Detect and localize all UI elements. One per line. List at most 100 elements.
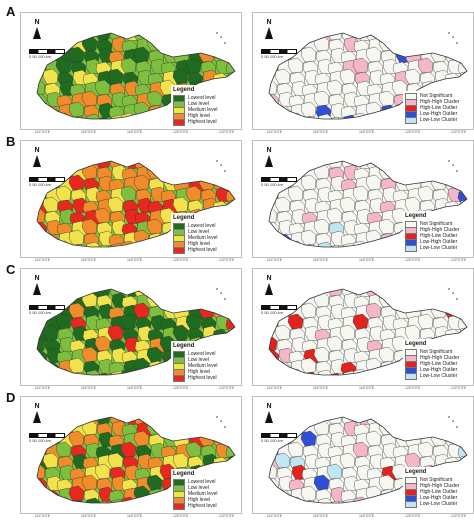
- county-region: [352, 240, 369, 247]
- legend-entry: Highest level: [173, 246, 217, 254]
- county-region: [378, 346, 395, 363]
- county-region: [404, 68, 421, 85]
- county-region: [228, 303, 235, 320]
- panel-letter: B: [6, 134, 16, 149]
- county-region: [146, 346, 163, 363]
- county-region: [406, 417, 423, 428]
- county-region: [382, 369, 399, 375]
- county-region: [302, 115, 319, 119]
- county-region: [391, 289, 408, 297]
- county-region: [161, 38, 178, 55]
- county-region: [85, 497, 102, 503]
- tick-label: 114°0'0"E: [35, 258, 51, 262]
- county-region: [172, 68, 189, 85]
- province-border: [268, 288, 468, 376]
- county-region: [433, 37, 450, 54]
- county-region: [159, 33, 176, 41]
- legend-label: High level: [188, 497, 210, 503]
- county-region: [365, 46, 382, 63]
- scale-label: 0 50 100 km: [261, 310, 284, 315]
- legend-entry: Low-Low Cluster: [405, 244, 459, 252]
- county-region: [269, 372, 279, 375]
- county-region: [224, 289, 235, 297]
- province-border: [268, 32, 468, 120]
- county-region: [37, 244, 47, 247]
- county-region: [418, 423, 435, 440]
- map-legend: Legend Lowest level Low level Medium level H…: [171, 469, 220, 511]
- island: [456, 170, 458, 172]
- legend-title: Legend: [173, 343, 195, 349]
- scale-bar: [29, 177, 65, 182]
- county-region: [120, 112, 137, 119]
- panel-letter: C: [6, 262, 16, 277]
- county-region: [199, 417, 216, 429]
- county-region: [269, 102, 282, 119]
- county-region: [459, 198, 467, 215]
- county-region: [300, 357, 317, 374]
- county-region: [161, 166, 178, 183]
- county-region: [393, 294, 410, 311]
- legend-label: Not Significant: [420, 477, 453, 483]
- county-region: [37, 500, 47, 503]
- cluster-map-panel: N 0 50 100 km Not Significant High-High Clu…: [252, 12, 474, 134]
- legend-label: Low level: [188, 101, 209, 107]
- county-region: [81, 218, 98, 235]
- county-region: [189, 33, 206, 42]
- county-region: [201, 165, 218, 182]
- county-region: [59, 33, 76, 42]
- county-region: [291, 33, 308, 42]
- tick-label: 118°0'0"E: [127, 386, 143, 390]
- province-border: [36, 416, 236, 504]
- county-region: [95, 372, 112, 375]
- county-region: [391, 161, 408, 169]
- county-region: [269, 244, 279, 247]
- county-region: [382, 113, 399, 119]
- legend-label: Lowest level: [188, 95, 216, 101]
- county-region: [227, 454, 235, 471]
- panel-letter: A: [6, 4, 16, 19]
- county-region: [460, 230, 467, 247]
- scale-label: 0 50 100 km: [29, 438, 52, 443]
- county-region: [228, 102, 235, 119]
- county-region: [327, 500, 344, 503]
- county-region: [226, 93, 235, 110]
- county-region: [70, 499, 87, 503]
- legend-label: Lowest level: [188, 479, 216, 485]
- legend-label: High level: [188, 241, 210, 247]
- north-arrow-icon: [265, 27, 273, 39]
- county-region: [146, 474, 163, 491]
- map-legend: Legend Lowest level Low level Medium level H…: [171, 213, 220, 255]
- tick-label: 114°0'0"E: [35, 130, 51, 134]
- county-region: [185, 57, 202, 74]
- map-legend: Legend Not Significant High-High Cluster Hi…: [403, 211, 462, 253]
- island: [452, 36, 454, 38]
- county-region: [287, 313, 304, 330]
- legend-label: Medium level: [188, 235, 218, 241]
- county-region: [120, 441, 137, 458]
- county-region: [456, 417, 467, 425]
- north-arrow-icon: [33, 411, 41, 423]
- county-region: [365, 302, 382, 319]
- county-region: [150, 241, 167, 247]
- panel-letter: D: [6, 390, 16, 405]
- risk-map: [36, 160, 236, 248]
- legend-label: Low-High Outlier: [420, 495, 458, 501]
- legend-entry: Low-Low Cluster: [405, 372, 459, 380]
- county-region: [201, 293, 218, 310]
- county-region: [94, 335, 111, 352]
- county-region: [458, 38, 467, 55]
- north-arrow: N: [33, 147, 41, 167]
- tick-label: 120°0'0"E: [405, 514, 421, 518]
- scale-bar: [261, 177, 297, 182]
- province-border: [36, 160, 236, 248]
- tick-label: 120°0'0"E: [173, 514, 189, 518]
- county-region: [433, 165, 450, 182]
- county-region: [431, 289, 448, 301]
- county-region: [460, 175, 467, 192]
- cluster-map-panel: N 0 50 100 km Legend Not Significant High-Hi…: [252, 140, 474, 262]
- county-region: [352, 313, 369, 330]
- county-region: [37, 230, 50, 247]
- county-region: [81, 474, 98, 491]
- county-region: [94, 463, 111, 480]
- tick-label: 122°0'0"E: [451, 258, 467, 262]
